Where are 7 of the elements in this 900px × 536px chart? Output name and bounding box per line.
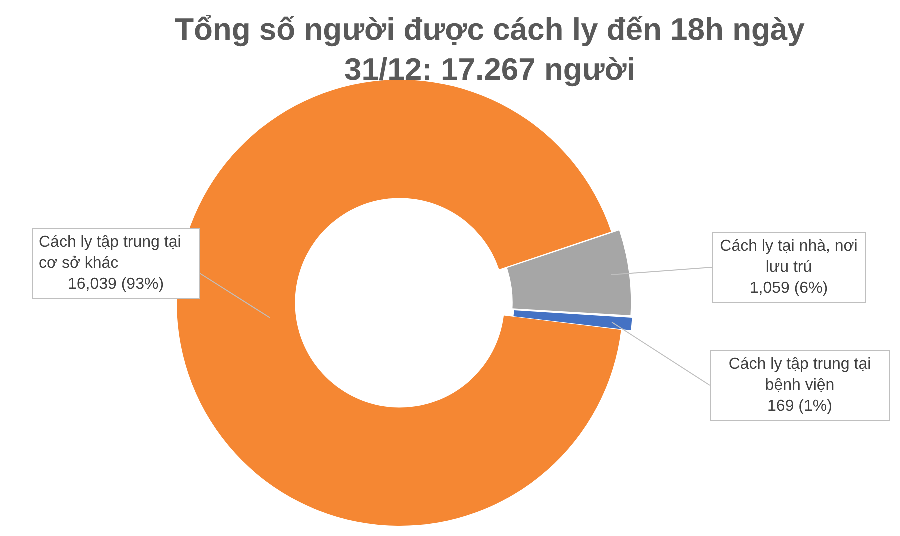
- slice-label: Cách ly tại nhà, nơi lưu trú: [719, 237, 859, 278]
- data-label: 169 (1%): [766, 397, 834, 417]
- slice-label: Cách ly tập trung tại bệnh viện: [728, 355, 872, 396]
- data-label: 1,059 (6%): [748, 279, 830, 299]
- data-label: 16,039 (93%): [66, 275, 166, 295]
- chart-title: Tổng số người được cách ly đến 18h ngày 31/12: 17.267 người: [174, 11, 806, 89]
- slice-label: Cách ly tập trung tại cơ sở khác: [39, 233, 182, 274]
